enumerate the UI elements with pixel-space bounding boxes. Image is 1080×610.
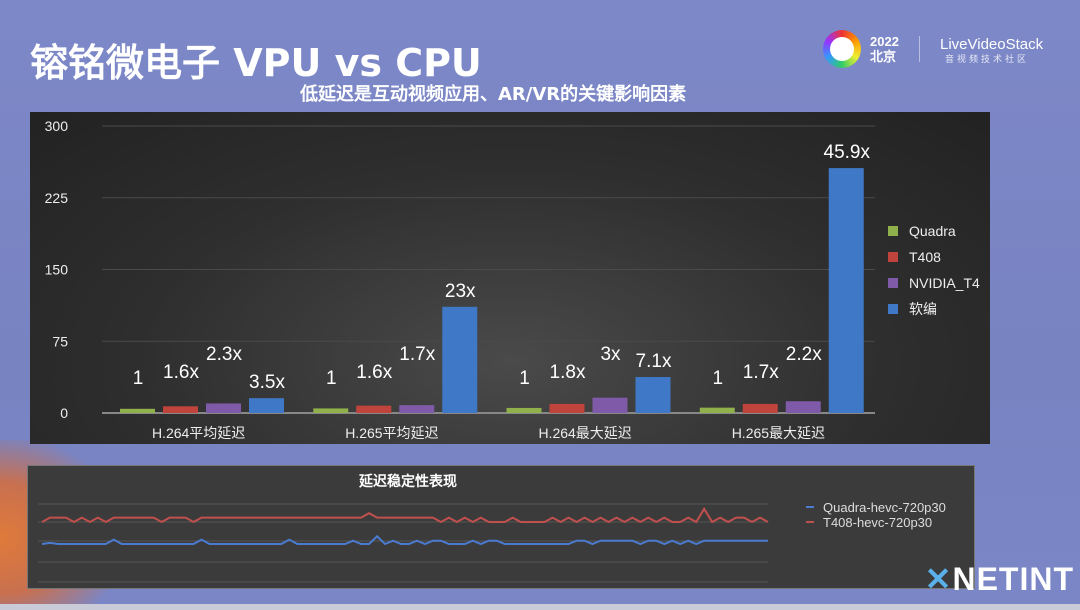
y-tick-label: 150 (45, 262, 69, 278)
bar-T408 (163, 406, 198, 413)
legend-swatch (888, 278, 898, 288)
legend-label: T408 (909, 249, 941, 265)
data-label: 3.5x (249, 372, 285, 393)
x-tick-label: H.264平均延迟 (152, 425, 245, 441)
event-logo-icon (823, 30, 861, 68)
bar-软编 (442, 306, 478, 413)
bar-Quadra (120, 408, 155, 413)
brand-logo: LiveVideoStack (940, 36, 1044, 53)
data-label: 7.1x (636, 351, 672, 372)
event-city: 北京 (870, 49, 897, 64)
netint-mark-icon: ✕ (924, 561, 953, 597)
page-subtitle: 低延迟是互动视频应用、AR/VR的关键影响因素 (300, 84, 687, 105)
bar-T408 (549, 403, 585, 413)
line-Quadra-hevc-720p30 (41, 534, 768, 546)
data-label: 1.7x (399, 344, 435, 365)
data-label: 1 (519, 368, 530, 389)
line-T408-hevc-720p30 (41, 506, 769, 524)
bar-NVIDIA_T4 (785, 401, 821, 413)
data-label: 1 (326, 368, 337, 389)
data-label: 3x (600, 344, 621, 365)
data-label: 1 (712, 368, 723, 389)
data-label: 2.2x (786, 344, 822, 365)
page-title: 镕铭微电子 VPU vs CPU (30, 41, 482, 85)
line-chart: 延迟稳定性表现 Quadra-hevc-720p30T408-hevc-720p3… (38, 473, 946, 583)
data-label: 23x (445, 281, 476, 302)
y-tick-label: 300 (45, 118, 69, 134)
x-tick-label: H.264最大延迟 (538, 425, 631, 441)
bar-NVIDIA_T4 (592, 397, 628, 413)
data-label: 1.6x (356, 362, 392, 383)
data-label: 1.8x (550, 362, 586, 383)
legend-swatch (888, 252, 898, 262)
legend-label: Quadra (909, 223, 956, 239)
bar-Quadra (506, 407, 542, 413)
bar-NVIDIA_T4 (206, 403, 241, 413)
y-tick-label: 75 (52, 333, 68, 349)
data-label: 45.9x (824, 142, 871, 163)
data-label: 2.3x (206, 344, 242, 365)
bar-chart: 0 75 150 225 300 H.264平均延迟 1 1.6x 2.3x 3.5x H.265平… (45, 118, 980, 441)
data-label: 1 (133, 368, 144, 389)
y-tick-label: 225 (45, 190, 69, 206)
line-chart-panel: 延迟稳定性表现 Quadra-hevc-720p30 T408-hevc-720p3… (27, 465, 975, 589)
data-label: 1.6x (163, 362, 199, 383)
event-info: 2022 北京 (870, 34, 899, 64)
legend-label: Quadra-hevc-720p30 (823, 500, 946, 515)
logo-divider (919, 36, 920, 62)
netint-wordmark: NETINT (952, 561, 1074, 597)
x-tick-label: H.265最大延迟 (732, 425, 825, 441)
bar-软编 (635, 377, 671, 413)
bar-T408 (356, 405, 392, 413)
bottom-bar (0, 604, 1080, 610)
legend-swatch (888, 304, 898, 314)
legend-label: T408-hevc-720p30 (823, 515, 932, 530)
event-year: 2022 (870, 34, 899, 49)
bar-NVIDIA_T4 (399, 405, 435, 413)
legend-label: NVIDIA_T4 (909, 275, 980, 291)
bar-软编 (828, 168, 864, 413)
bar-Quadra (313, 408, 349, 413)
bar-Quadra (699, 407, 735, 413)
bar-软编 (249, 398, 284, 413)
chart-title: 延迟稳定性表现 (358, 473, 457, 489)
bar-T408 (742, 403, 778, 413)
x-tick-label: H.265平均延迟 (345, 425, 438, 441)
netint-logo: ✕NETINT (894, 560, 1074, 598)
bar-chart-panel: 0 75 150 225 300 H.264平均延迟 1 1.6x 2.3x 3.5x H.265平… (30, 112, 990, 444)
legend-label: 软编 (909, 301, 937, 317)
y-tick-label: 0 (60, 405, 68, 421)
data-label: 1.7x (743, 362, 779, 383)
legend-swatch (888, 226, 898, 236)
brand-subtitle: 音视频技术社区 (945, 54, 1030, 64)
